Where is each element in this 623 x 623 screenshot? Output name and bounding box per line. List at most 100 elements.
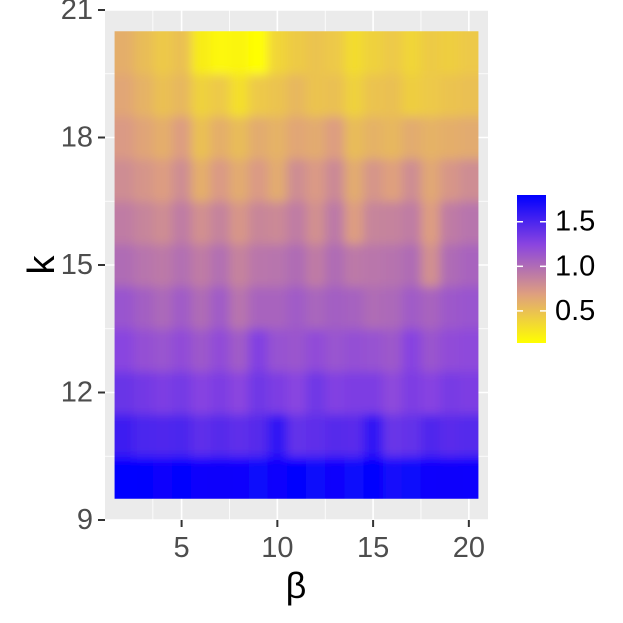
- heatmap-cell: [152, 456, 173, 499]
- heatmap-cell: [172, 243, 192, 287]
- heatmap-cell: [420, 286, 441, 330]
- heatmap-cell: [382, 31, 403, 75]
- heatmap-cell: [248, 31, 269, 75]
- heatmap-cell: [191, 456, 211, 499]
- heatmap-cell: [363, 328, 384, 372]
- heatmap-cell: [210, 116, 231, 160]
- heatmap-cell: [306, 286, 326, 330]
- heatmap-cell: [401, 243, 422, 287]
- heatmap-cell: [401, 328, 422, 372]
- heatmap-cell: [382, 456, 403, 499]
- heatmap-cell: [382, 116, 403, 160]
- x-tick-label: 5: [174, 532, 190, 564]
- x-tick-label: 20: [453, 532, 485, 564]
- heatmap-cell: [344, 73, 365, 117]
- heatmap-cell: [152, 73, 173, 117]
- heatmap-cell: [152, 31, 173, 75]
- heatmap-cell: [229, 158, 250, 202]
- heatmap-cell: [325, 158, 345, 202]
- heatmap-cell: [267, 201, 288, 245]
- heatmap-cell: [267, 328, 288, 372]
- heatmap-cell: [191, 328, 211, 372]
- heatmap-cell: [267, 158, 288, 202]
- heatmap-cell: [172, 456, 192, 499]
- heatmap-cell: [172, 31, 192, 75]
- heatmap-cell: [306, 328, 326, 372]
- heatmap-cell: [248, 243, 269, 287]
- heatmap-cell: [401, 73, 422, 117]
- heatmap-cell: [325, 31, 345, 75]
- heatmap-cell: [440, 73, 460, 117]
- heatmap-cell: [172, 371, 192, 415]
- heatmap-cell: [306, 31, 326, 75]
- heatmap-cell: [229, 73, 250, 117]
- heatmap-cell: [325, 243, 345, 287]
- heatmap-cells: [114, 31, 479, 499]
- heatmap-cell: [286, 371, 307, 415]
- heatmap-cell: [286, 73, 307, 117]
- heatmap-cell: [133, 73, 154, 117]
- heatmap-cell: [344, 371, 365, 415]
- heatmap-cell: [325, 371, 345, 415]
- x-axis: 5 10 15 20: [174, 520, 485, 564]
- heatmap-cell: [459, 243, 479, 287]
- heatmap-cell: [152, 201, 173, 245]
- heatmap-cell: [306, 73, 326, 117]
- heatmap-cell: [229, 286, 250, 330]
- heatmap-cell: [420, 31, 441, 75]
- heatmap-cell: [363, 201, 384, 245]
- heatmap-cell: [133, 243, 154, 287]
- heatmap-cell: [401, 116, 422, 160]
- heatmap-cell: [440, 328, 460, 372]
- heatmap-cell: [229, 243, 250, 287]
- heatmap-cell: [382, 286, 403, 330]
- heatmap-cell: [459, 73, 479, 117]
- heatmap-cell: [229, 31, 250, 75]
- heatmap-cell: [210, 456, 231, 499]
- heatmap-cell: [306, 243, 326, 287]
- heatmap-cell: [133, 116, 154, 160]
- y-tick-label: 18: [61, 122, 93, 154]
- heatmap-cell: [401, 31, 422, 75]
- heatmap-cell: [267, 73, 288, 117]
- y-axis: 9 12 15 18 21: [61, 0, 105, 536]
- heatmap-cell: [133, 413, 154, 457]
- heatmap-cell: [172, 201, 192, 245]
- heatmap-cell: [152, 286, 173, 330]
- heatmap-cell: [267, 456, 288, 499]
- heatmap-cell: [152, 371, 173, 415]
- heatmap-cell: [401, 371, 422, 415]
- heatmap-cell: [210, 31, 231, 75]
- heatmap-cell: [286, 243, 307, 287]
- heatmap-cell: [401, 413, 422, 457]
- x-tick-label: 10: [261, 532, 293, 564]
- heatmap-cell: [133, 158, 154, 202]
- colorbar-tick-label: 0.5: [555, 295, 595, 327]
- heatmap-cell: [286, 201, 307, 245]
- heatmap-cell: [172, 116, 192, 160]
- heatmap-cell: [248, 116, 269, 160]
- heatmap-cell: [420, 328, 441, 372]
- heatmap-cell: [229, 413, 250, 457]
- heatmap-cell: [382, 158, 403, 202]
- heatmap-cell: [325, 456, 345, 499]
- heatmap-cell: [114, 371, 135, 415]
- heatmap-cell: [286, 158, 307, 202]
- heatmap-cell: [133, 456, 154, 499]
- heatmap-cell: [344, 201, 365, 245]
- heatmap-cell: [344, 286, 365, 330]
- heatmap-cell: [459, 31, 479, 75]
- heatmap-cell: [152, 328, 173, 372]
- heatmap-cell: [191, 31, 211, 75]
- heatmap-cell: [191, 413, 211, 457]
- heatmap-cell: [191, 158, 211, 202]
- heatmap-cell: [133, 201, 154, 245]
- heatmap-cell: [114, 328, 135, 372]
- colorbar-tick-label: 1.5: [555, 206, 595, 238]
- heatmap-cell: [459, 456, 479, 499]
- y-tick-label: 9: [77, 504, 93, 536]
- heatmap-cell: [363, 73, 384, 117]
- heatmap-cell: [420, 413, 441, 457]
- heatmap-cell: [420, 371, 441, 415]
